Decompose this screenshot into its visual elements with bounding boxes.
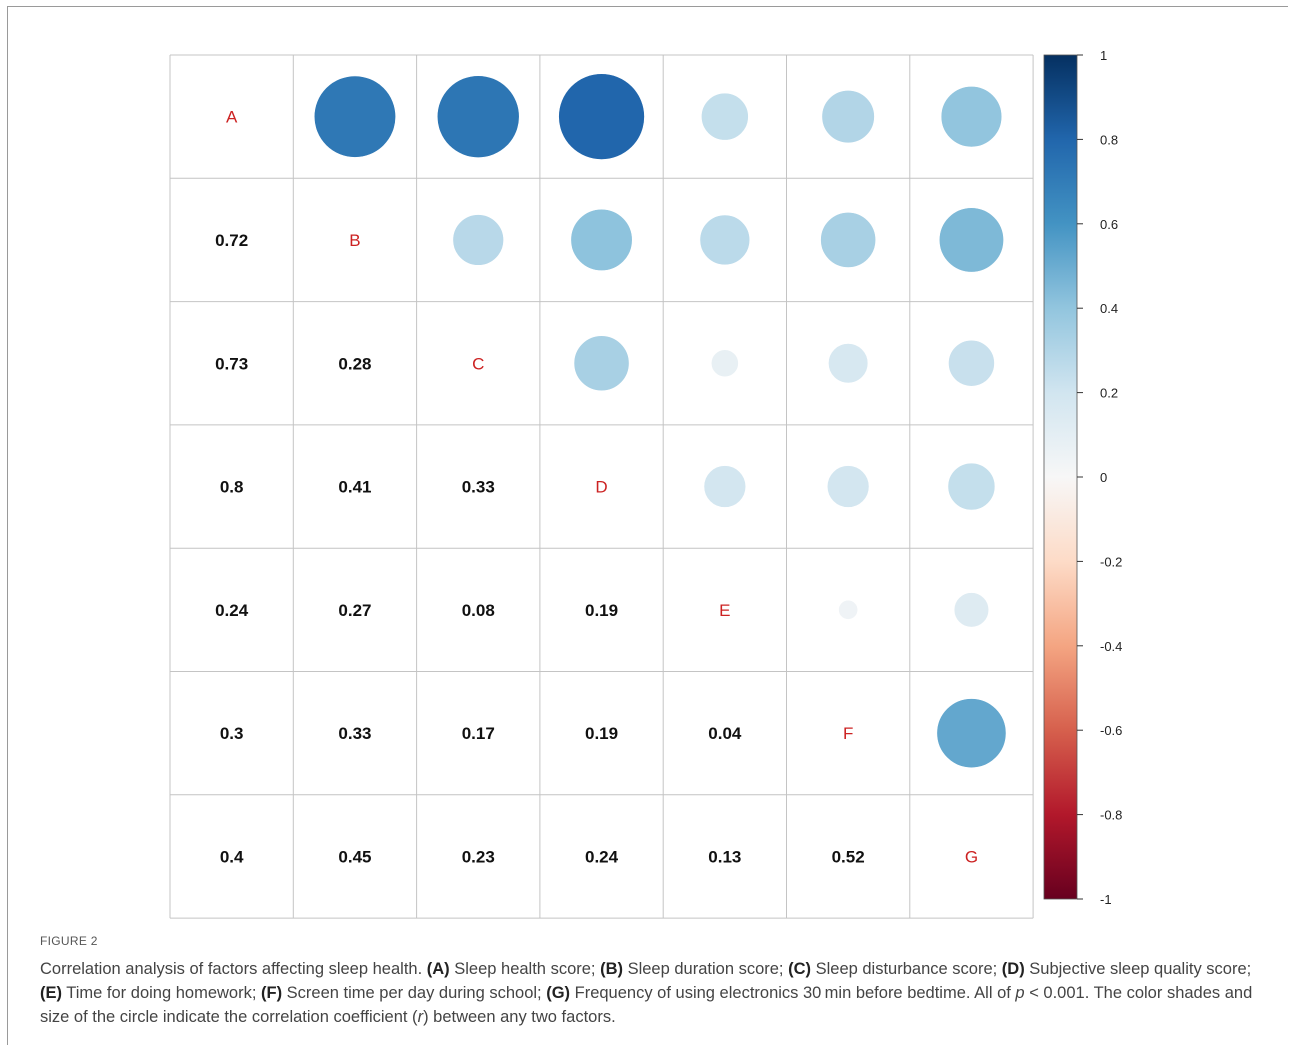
caption-segment: Screen time per day during school; [282,984,547,1002]
correlation-value: 0.72 [215,231,248,250]
correlation-value: 0.33 [338,724,371,743]
correlation-circle [947,462,996,511]
correlation-circle [826,465,870,508]
caption-block: FIGURE 2 Correlation analysis of factors… [40,934,1270,1029]
diagonal-label: G [965,847,978,866]
correlation-circle [452,214,504,266]
correlation-value: 0.13 [708,847,741,866]
figure-caption: Correlation analysis of factors affectin… [40,957,1270,1029]
colorbar-tick-label: -1 [1100,892,1112,907]
caption-segment: Subjective sleep quality score; [1024,960,1252,978]
correlation-value: 0.23 [462,847,495,866]
correlation-value: 0.24 [585,847,619,866]
caption-segment: p [1015,984,1025,1002]
colorbar-tick-label: 0 [1100,470,1107,485]
correlation-value: 0.27 [338,601,371,620]
correlation-value: 0.8 [220,478,244,497]
correlation-value: 0.45 [338,847,371,866]
caption-segment: ) between any two factors. [423,1008,616,1026]
colorbar-tick-label: -0.2 [1100,554,1122,569]
matrix-grid [169,54,1034,919]
caption-segment: < 0.001. The color shades and size of th… [40,984,1253,1026]
caption-segment: Sleep health score; [449,960,601,978]
caption-segment: (B) [600,960,623,978]
correlation-circle [828,343,869,384]
correlation-value: 0.17 [462,724,495,743]
correlation-circle [940,85,1003,148]
caption-segment: (A) [426,960,450,978]
correlation-value: 0.52 [832,847,865,866]
colorbar-tick-label: 1 [1100,48,1107,63]
caption-segment: (G) [546,984,571,1002]
diagonal-label: A [226,108,238,127]
colorbar-tick-label: 0.2 [1100,386,1118,401]
correlation-circle [710,349,739,378]
correlation-circle [938,207,1004,273]
correlation-circle [573,335,630,392]
colorbar [1043,54,1078,900]
colorbar-tick-label: -0.6 [1100,723,1122,738]
colorbar-tick-label: -0.4 [1100,639,1122,654]
correlation-value: 0.28 [338,354,371,373]
correlation-value: 0.4 [220,847,244,866]
caption-segment: (F) [261,984,283,1002]
diagonal-label: C [472,354,484,373]
correlation-value: 0.3 [220,724,244,743]
colorbar-tick-label: 0.8 [1100,132,1118,147]
caption-segment: Correlation analysis of factors affectin… [40,960,427,978]
correlation-circle [558,73,645,160]
colorbar-tick-label: 0.6 [1100,217,1118,232]
caption-segment: (E) [40,984,62,1002]
colorbar-tick-label: -0.8 [1100,808,1122,823]
figure-frame [7,6,1288,1045]
correlation-value: 0.04 [708,724,742,743]
correlation-value: 0.19 [585,724,618,743]
caption-segment: Frequency of using electronics 30 min be… [570,984,1016,1002]
correlation-value: 0.33 [462,478,495,497]
correlation-circle [701,92,749,141]
correlation-chart: A0.72 B0.73 0.28 C0.8 0.41 0.33 D0.24 0.27 0.08 0… [169,48,1122,919]
caption-segment: (D) [1001,960,1025,978]
correlation-value: 0.73 [215,354,248,373]
diagonal-label: E [719,601,730,620]
correlation-circle [953,592,990,628]
figure-label: FIGURE 2 [40,934,98,948]
correlation-circle [570,208,633,271]
diagonal-label: B [349,231,360,250]
caption-segment: (C) [788,960,812,978]
correlation-circle [821,90,875,144]
diagonal-label: D [595,478,607,497]
caption-segment: Sleep duration score; [623,960,789,978]
diagonal-label: F [843,724,853,743]
colorbar-tick-label: 0.4 [1100,301,1118,316]
correlation-circle [436,75,520,158]
correlation-circle [820,212,877,268]
correlation-value: 0.19 [585,601,618,620]
caption-segment: r [417,1008,424,1026]
correlation-value: 0.41 [338,478,371,497]
correlation-circle [699,214,751,266]
correlation-circle [948,339,995,387]
correlation-circle [838,599,859,620]
correlation-value: 0.24 [215,601,249,620]
correlation-circle [313,75,396,158]
caption-segment: Sleep disturbance score; [811,960,1002,978]
correlation-value: 0.08 [462,601,495,620]
correlation-circle [703,465,747,508]
correlation-circle [936,698,1007,769]
caption-segment: Time for doing homework; [62,984,261,1002]
